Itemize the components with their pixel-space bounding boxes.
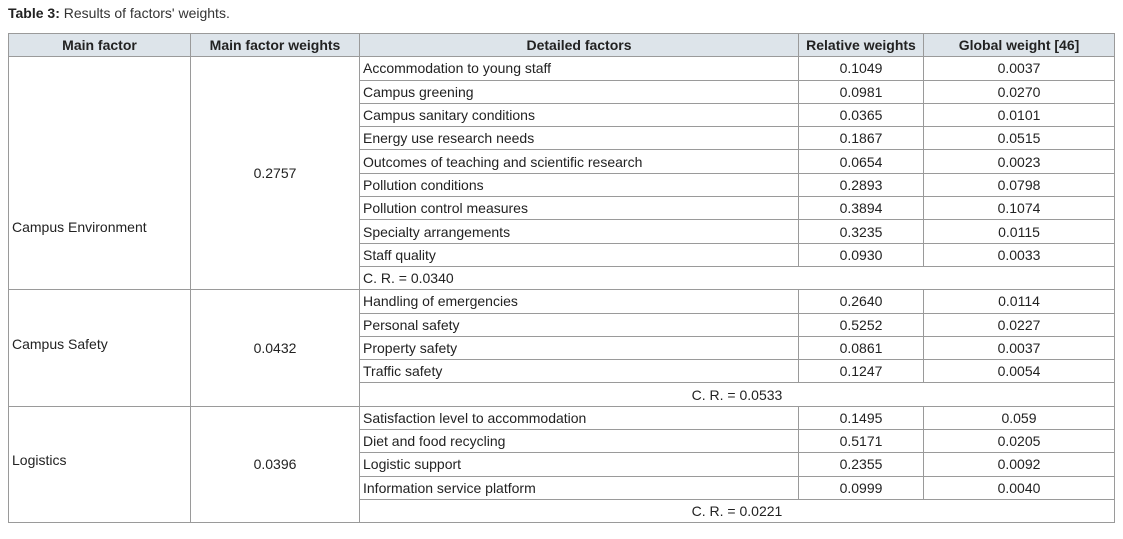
detailed-factor-cell: Handling of emergencies <box>359 289 799 314</box>
caption-label: Table 3: <box>8 5 60 21</box>
relative-weight-cell: 0.1867 <box>798 126 924 151</box>
detailed-factor-cell: Outcomes of teaching and scientific rese… <box>359 149 799 174</box>
global-weight-cell: 0.0092 <box>923 452 1115 477</box>
relative-weight-cell: 0.2893 <box>798 172 924 198</box>
main-factor-weight-cell: 0.2757 <box>190 56 360 291</box>
relative-weight-cell: 0.1247 <box>798 359 924 384</box>
header-main-factor-weights: Main factor weights <box>190 32 360 58</box>
detailed-factor-cell: Staff quality <box>359 242 799 267</box>
global-weight-cell: 0.0115 <box>923 219 1115 244</box>
global-weight-cell: 0.059 <box>923 405 1115 431</box>
global-weight-cell: 0.0205 <box>923 429 1115 454</box>
header-row: Main factor Main factor weights Detailed… <box>8 32 1115 58</box>
header-global-weight: Global weight [46] <box>923 32 1115 58</box>
relative-weight-cell: 0.0981 <box>798 79 924 104</box>
global-weight-cell: 0.0270 <box>923 79 1115 104</box>
detailed-factor-cell: Pollution conditions <box>359 172 799 198</box>
relative-weight-cell: 0.1495 <box>798 405 924 431</box>
detailed-factor-cell: Campus sanitary conditions <box>359 102 799 128</box>
table-row: Campus Environment 0.2757 Accommodation … <box>8 56 1115 291</box>
global-weight-cell: 0.0798 <box>923 172 1115 198</box>
global-weight-cell: 0.0033 <box>923 242 1115 267</box>
table-row: Campus sanitary conditions 0.0365 0.0101 <box>9 102 1115 128</box>
detailed-factor-cell: Satisfaction level to accommodation <box>359 405 799 431</box>
main-factor-cell: Campus Environment <box>8 56 191 291</box>
relative-weight-cell: 0.5171 <box>798 429 924 454</box>
global-weight-cell: 0.0023 <box>923 149 1115 174</box>
detailed-factor-cell: Property safety <box>359 335 799 361</box>
table-row: Outcomes of teaching and scientific rese… <box>9 149 1115 174</box>
detailed-factor-cell: Diet and food recycling <box>359 429 799 454</box>
relative-weight-cell: 0.0930 <box>798 242 924 267</box>
global-weight-cell: 0.0054 <box>923 359 1115 384</box>
table-row: Logistic support 0.2355 0.0092 <box>9 452 1115 477</box>
global-weight-cell: 0.1074 <box>923 196 1115 221</box>
factors-weights-table: Main factor Main factor weights Detailed… <box>8 32 1115 524</box>
relative-weight-cell: 0.2640 <box>798 289 924 314</box>
table-row: Logistics 0.0396 Satisfaction level to a… <box>8 405 1115 524</box>
detailed-factor-cell: Pollution control measures <box>359 196 799 221</box>
caption-text: Results of factors' weights. <box>59 5 230 21</box>
table-row: Property safety 0.0861 0.0037 <box>9 335 1115 361</box>
global-weight-cell: 0.0101 <box>923 102 1115 128</box>
global-weight-cell: 0.0037 <box>923 335 1115 361</box>
main-factor-cell: Campus Safety <box>8 289 191 407</box>
global-weight-cell: 0.0114 <box>923 289 1115 314</box>
table-row: Energy use research needs 0.1867 0.0515 <box>9 126 1115 151</box>
table-row: Pollution conditions 0.2893 0.0798 <box>9 172 1115 198</box>
global-weight-cell: 0.0040 <box>923 475 1115 500</box>
detailed-factor-cell: Traffic safety <box>359 359 799 384</box>
detailed-factor-cell: Personal safety <box>359 312 799 337</box>
table-row: Specialty arrangements 0.3235 0.0115 <box>9 219 1115 244</box>
global-weight-cell: 0.0515 <box>923 126 1115 151</box>
header-detailed-factors: Detailed factors <box>359 32 799 58</box>
global-weight-cell: 0.0037 <box>923 56 1115 81</box>
table-row: Campus Safety 0.0432 Handling of emergen… <box>8 289 1115 407</box>
table-row: Campus greening 0.0981 0.0270 <box>9 79 1115 104</box>
table-row: Personal safety 0.5252 0.0227 <box>9 312 1115 337</box>
table-row: Traffic safety 0.1247 0.0054 <box>9 359 1115 384</box>
global-weight-cell: 0.0227 <box>923 312 1115 337</box>
main-factor-weight-cell: 0.0432 <box>190 289 360 407</box>
relative-weight-cell: 0.0999 <box>798 475 924 500</box>
detailed-factor-cell: Logistic support <box>359 452 799 477</box>
table-body: Campus Environment 0.2757 Accommodation … <box>8 56 1115 524</box>
header-relative-weights: Relative weights <box>798 32 924 58</box>
table-caption: Table 3: Results of factors' weights. <box>8 5 230 21</box>
detailed-factor-cell: Accommodation to young staff <box>359 56 799 81</box>
main-factor-weight-cell: 0.0396 <box>190 405 360 524</box>
detailed-factor-cell: Campus greening <box>359 79 799 104</box>
relative-weight-cell: 0.3894 <box>798 196 924 221</box>
detailed-factor-cell: Specialty arrangements <box>359 219 799 244</box>
consistency-ratio-cell: C. R. = 0.0340 <box>359 265 1115 291</box>
table-row: Pollution control measures 0.3894 0.1074 <box>9 196 1115 221</box>
main-factor-cell: Logistics <box>8 405 191 524</box>
cr-row: C. R. = 0.0221 <box>9 498 1115 524</box>
detailed-factor-cell: Information service platform <box>359 475 799 500</box>
relative-weight-cell: 0.5252 <box>798 312 924 337</box>
consistency-ratio-cell: C. R. = 0.0533 <box>359 382 1115 407</box>
relative-weight-cell: 0.0654 <box>798 149 924 174</box>
table-row: Staff quality 0.0930 0.0033 <box>9 242 1115 267</box>
relative-weight-cell: 0.0861 <box>798 335 924 361</box>
relative-weight-cell: 0.1049 <box>798 56 924 81</box>
relative-weight-cell: 0.0365 <box>798 102 924 128</box>
table-row: Diet and food recycling 0.5171 0.0205 <box>9 429 1115 454</box>
header-main-factor: Main factor <box>8 32 191 58</box>
relative-weight-cell: 0.3235 <box>798 219 924 244</box>
relative-weight-cell: 0.2355 <box>798 452 924 477</box>
consistency-ratio-cell: C. R. = 0.0221 <box>359 498 1115 524</box>
detailed-factor-cell: Energy use research needs <box>359 126 799 151</box>
